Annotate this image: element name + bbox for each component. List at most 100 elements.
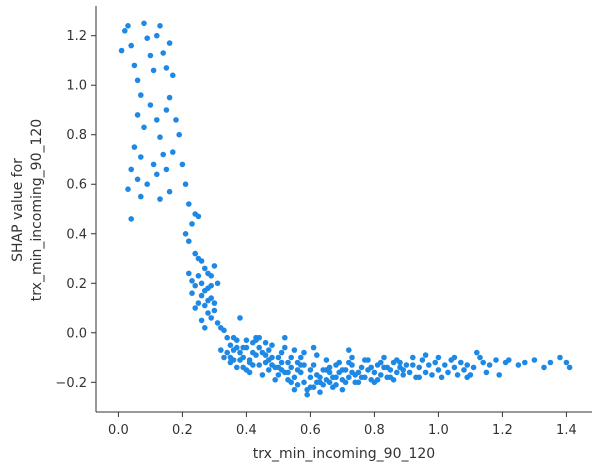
scatter-point (317, 374, 323, 381)
x-tick-label: 1.2 (492, 423, 513, 438)
scatter-point (358, 364, 365, 371)
scatter-point (195, 300, 202, 306)
x-tick-label: 1.0 (428, 423, 449, 438)
y-tick-label: 1.2 (66, 29, 87, 44)
scatter-point (262, 339, 269, 346)
scatter-point (186, 270, 192, 277)
y-tick-label: 0.4 (66, 227, 87, 242)
y-tick-label: 1.0 (66, 79, 87, 94)
x-ticks: 0.0 0.2 0.4 0.6 0.8 1.0 1.2 1.4 (108, 412, 577, 438)
scatter-point (269, 342, 275, 349)
scatter-point (310, 344, 317, 351)
scatter-point (211, 307, 218, 314)
scatter-point (131, 144, 138, 150)
scatter-point (134, 112, 141, 118)
scatter-point (160, 151, 166, 158)
scatter-point (435, 354, 442, 361)
scatter-point (291, 374, 298, 381)
scatter-point (470, 364, 477, 371)
scatter-point (157, 196, 163, 202)
scatter-point (221, 327, 227, 334)
scatter-point (419, 357, 426, 363)
scatter-point (381, 354, 387, 361)
scatter-point (451, 364, 458, 371)
scatter-point (224, 349, 230, 356)
scatter-point (208, 273, 214, 279)
scatter-point (314, 352, 320, 358)
scatter-point (202, 325, 208, 331)
scatter-point (531, 357, 538, 363)
x-tick-label: 0.6 (300, 423, 321, 438)
scatter-point (394, 369, 400, 376)
scatter-point (237, 349, 243, 356)
scatter-point (474, 349, 480, 356)
scatter-point (403, 362, 410, 368)
scatter-point (515, 362, 522, 368)
scatter-point (400, 367, 407, 373)
scatter-point (170, 149, 176, 155)
scatter-point (269, 362, 275, 368)
scatter-point (464, 362, 471, 368)
scatter-point (288, 379, 295, 386)
scatter-point (205, 297, 211, 304)
scatter-point (138, 92, 144, 98)
x-tick-label: 0.0 (108, 423, 129, 438)
scatter-point (157, 23, 163, 29)
scatter-point (496, 372, 503, 378)
scatter-point (323, 367, 330, 373)
scatter-point (234, 344, 240, 351)
scatter-point (189, 278, 195, 284)
scatter-point (352, 379, 359, 386)
scatter-point (349, 369, 355, 376)
scatter-point (422, 352, 429, 358)
scatter-point (294, 382, 301, 388)
scatter-point (176, 131, 182, 138)
scatter-point (179, 161, 186, 168)
scatter-point (186, 238, 192, 244)
scatter-point (291, 386, 298, 393)
scatter-point (307, 384, 314, 391)
scatter-point (557, 354, 563, 361)
y-tick-label: 0.2 (66, 277, 87, 292)
scatter-point (323, 357, 330, 363)
scatter-point (166, 188, 173, 195)
scatter-point (154, 32, 160, 39)
scatter-point (147, 102, 154, 108)
scatter-point (339, 367, 346, 373)
scatter-point (125, 186, 131, 192)
x-axis-title: trx_min_incoming_90_120 (253, 446, 435, 462)
scatter-point (182, 181, 189, 187)
scatter-point (563, 359, 570, 366)
scatter-point (291, 347, 298, 353)
scatter-point (368, 364, 375, 371)
scatter-point (166, 40, 173, 46)
axes (95, 6, 592, 413)
scatter-point (310, 362, 317, 368)
x-tick-label: 1.4 (556, 423, 577, 438)
scatter-point (166, 94, 173, 101)
scatter-point (416, 374, 423, 381)
scatter-point (326, 379, 333, 386)
scatter-point (150, 161, 157, 168)
scatter-point (163, 65, 170, 71)
scatter-point (378, 359, 384, 366)
scatter-point (163, 166, 170, 173)
scatter-point (486, 362, 493, 368)
y-axis-title-line-2: trx_min_incoming_90_120 (29, 119, 45, 301)
scatter-point (224, 334, 230, 341)
scatter-point (442, 362, 448, 368)
scatter-point (435, 367, 442, 373)
scatter-point (298, 354, 304, 361)
scatter-point (170, 72, 176, 79)
scatter-point (198, 292, 205, 299)
scatter-point (294, 367, 301, 373)
scatter-point (346, 374, 352, 381)
scatter-point (406, 369, 413, 376)
scatter-point (189, 221, 195, 227)
scatter-point (144, 181, 150, 187)
scatter-point (288, 354, 295, 361)
scatter-point (160, 50, 166, 56)
scatter-point (333, 362, 339, 368)
scatter-point (451, 354, 458, 361)
scatter-point (320, 382, 327, 388)
